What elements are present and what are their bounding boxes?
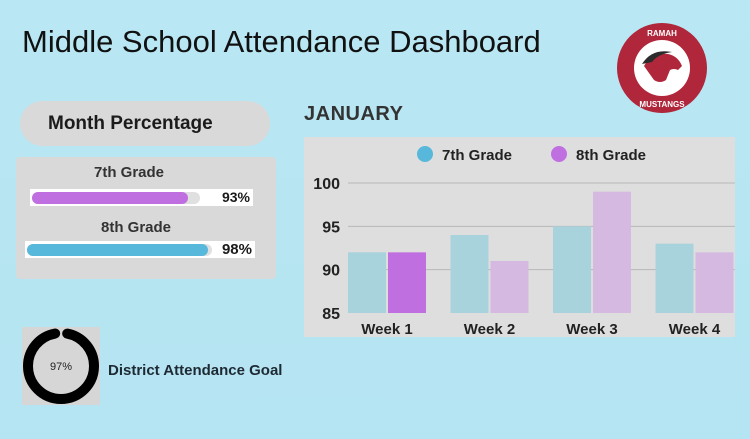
bar-7th-grade-week-2 [450, 235, 489, 313]
bar-8th-grade-week-2 [490, 261, 529, 313]
legend-7th-swatch [417, 146, 433, 162]
grade-7-percent: 93% [221, 189, 250, 205]
bar-8th-grade-week-1 [388, 252, 426, 313]
legend-8th-swatch [551, 146, 567, 162]
grade-7-progress: 93% [30, 189, 253, 206]
y-tick-label: 85 [322, 306, 340, 323]
logo-bottom-text: MUSTANGS [639, 100, 685, 109]
grade-8-label: 8th Grade [100, 219, 172, 236]
ramah-mustangs-logo: RAMAH MUSTANGS [617, 23, 707, 113]
x-tick-label: Week 4 [669, 321, 721, 337]
goal-label: District Attendance Goal [108, 362, 283, 379]
bar-8th-grade-week-4 [695, 252, 734, 313]
chart-title: JANUARY [304, 103, 404, 125]
grade-percentage-panel: 7th Grade 93% 8th Grade 98% [16, 157, 276, 279]
grade-8-progress-fill [27, 244, 209, 256]
x-tick-label: Week 2 [464, 321, 515, 337]
bar-8th-grade-week-3 [593, 191, 631, 313]
goal-percent: 97% [50, 361, 72, 373]
month-percentage-header: Month Percentage [20, 101, 270, 146]
goal-donut: 97% [22, 327, 100, 405]
grade-7-progress-fill [32, 192, 189, 204]
y-tick-label: 90 [322, 263, 340, 280]
page-title: Middle School Attendance Dashboard [22, 24, 541, 59]
bar-7th-grade-week-3 [553, 226, 591, 313]
bar-7th-grade-week-4 [655, 243, 694, 313]
x-tick-label: Week 1 [361, 321, 412, 337]
y-tick-label: 95 [322, 219, 340, 236]
legend-8th-label: 8th Grade [576, 147, 646, 164]
y-tick-label: 100 [313, 176, 340, 193]
logo-top-text: RAMAH [647, 29, 677, 38]
grade-8-percent: 98% [221, 241, 252, 258]
grade-7-label: 7th Grade [93, 164, 165, 181]
bar-7th-grade-week-1 [348, 252, 386, 313]
x-tick-label: Week 3 [566, 321, 617, 337]
goal-donut-ring [23, 328, 99, 404]
legend-7th-label: 7th Grade [442, 147, 512, 164]
grade-8-progress: 98% [25, 241, 255, 258]
weekly-attendance-chart: 85 90 95 100 Week 1 Week 2 Week 3 Week 4 7th G… [304, 137, 735, 337]
